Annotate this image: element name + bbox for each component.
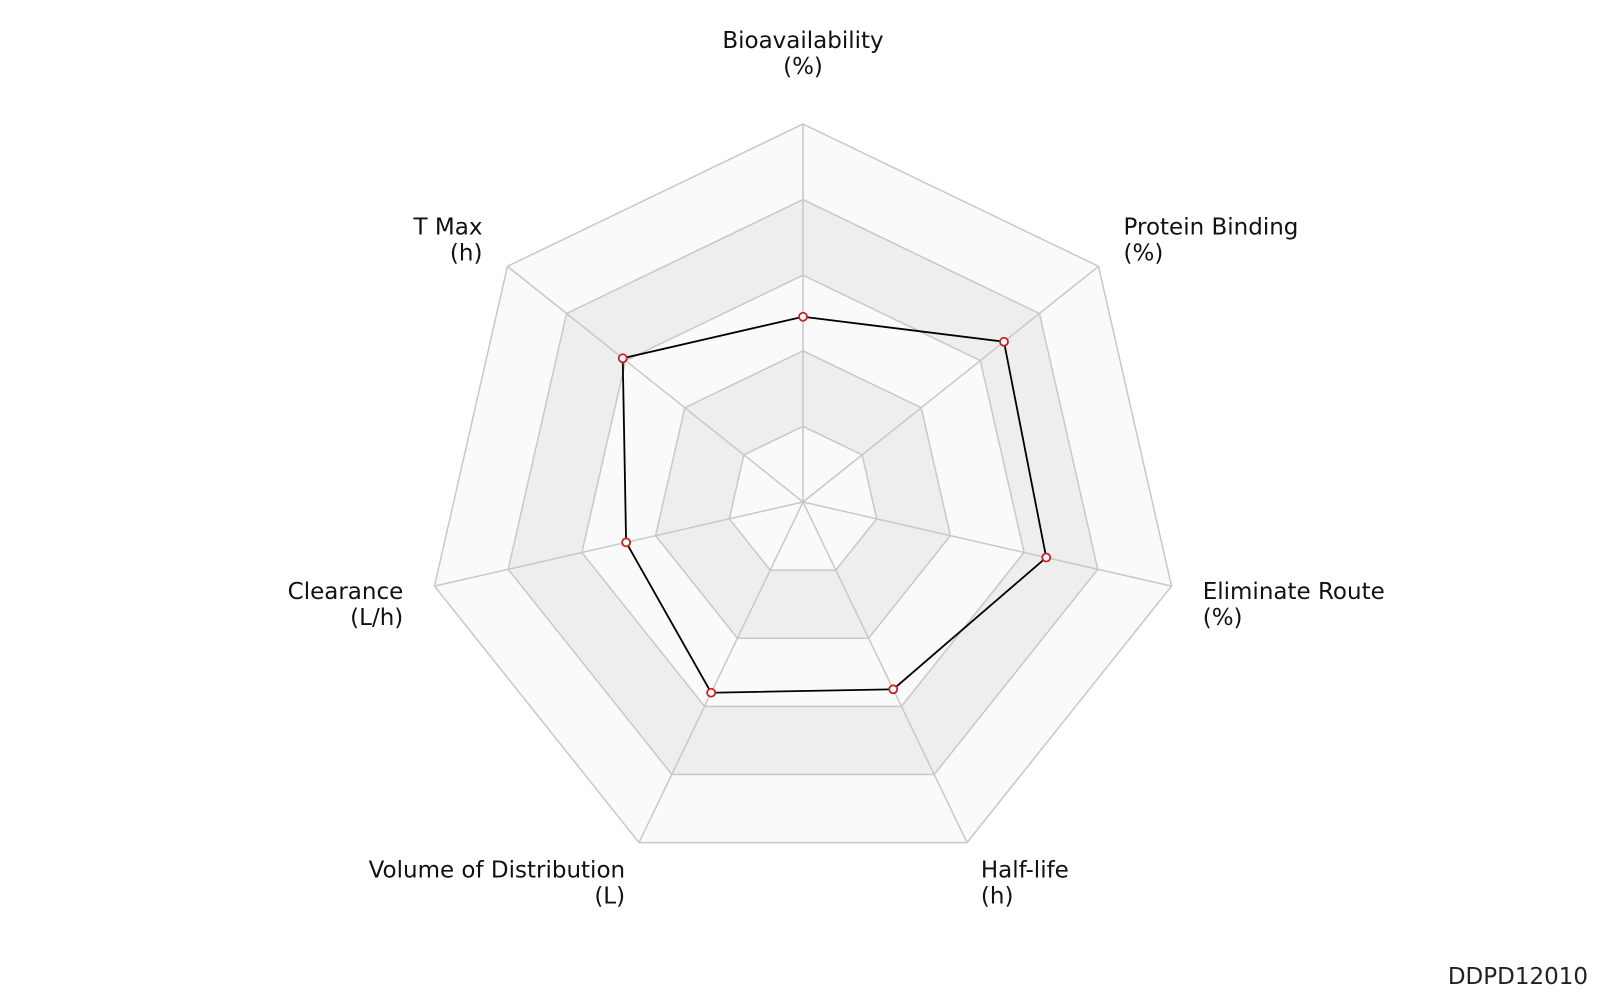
data-point-6 [617,353,628,364]
axis-unit-5: (L/h) [350,605,403,631]
axis-unit-6: (h) [450,240,483,266]
axis-spoke-6 [507,265,804,503]
axis-unit-4: (L) [594,883,625,909]
axis-label-5: Clearance [288,579,404,605]
series-line-0 [621,315,1048,694]
axis-unit-1: (%) [1124,240,1164,266]
data-point-2 [1041,552,1052,563]
axis-spoke-3 [802,501,968,843]
axis-unit-2: (%) [1203,605,1243,631]
footer-code: DDPD12010 [1447,964,1588,990]
axis-label-4: Volume of Distribution [369,857,626,883]
axis-label-1: Protein Binding [1124,214,1299,240]
axis-label-6: T Max [413,214,483,240]
data-point-4 [706,687,717,698]
axis-label-3: Half-life [981,857,1069,883]
axis-unit-3: (h) [981,883,1014,909]
axis-spoke-5 [434,501,804,587]
data-series [617,311,1052,698]
axis-spoke-2 [802,501,1172,587]
data-point-3 [888,684,899,695]
data-point-0 [798,311,808,322]
axis-spoke-4 [638,501,804,843]
data-point-5 [621,537,632,548]
axis-label-0: Bioavailability [722,28,883,54]
axis-labels: Bioavailability(%)Protein Binding(%)Elim… [288,28,1385,909]
axis-spoke-1 [802,265,1099,503]
data-point-1 [999,336,1009,347]
axis-label-2: Eliminate Route [1203,579,1385,605]
axis-unit-0: (%) [783,54,823,80]
